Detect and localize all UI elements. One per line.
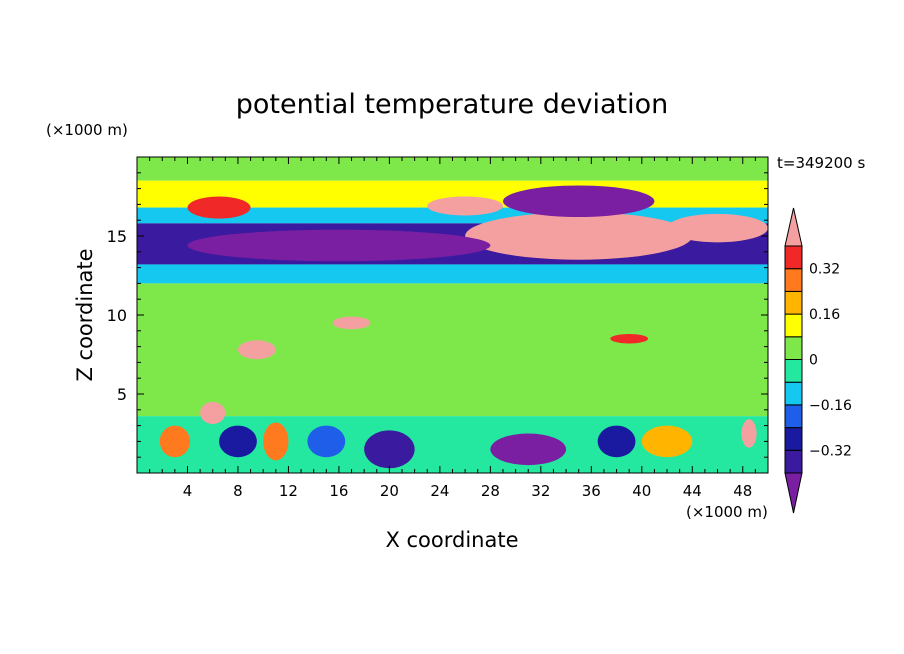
colorbar-tick-label: 0	[809, 353, 818, 369]
field-feature-15	[263, 422, 289, 461]
y-axis: 5 10 15	[107, 172, 768, 458]
y-axis-label: Z coordinate	[73, 248, 97, 381]
x-tick-label: 8	[233, 482, 243, 500]
field-feature-17	[641, 425, 693, 458]
field-feature-9	[200, 401, 226, 425]
colorbar-tick-label: −0.32	[809, 443, 852, 459]
x-tick-label: 16	[329, 482, 348, 500]
field-feature-7	[237, 340, 276, 360]
chart-title: potential temperature deviation	[236, 89, 668, 120]
colorbar-segment	[784, 404, 803, 429]
colorbar-tick-label: 0.32	[809, 262, 840, 278]
x-tick-label: 12	[279, 482, 298, 500]
plot-area	[137, 157, 768, 473]
y-tick-label: 15	[107, 227, 127, 246]
x-unit-label: (×1000 m)	[686, 503, 768, 521]
field-feature-16	[159, 425, 191, 458]
field-feature-12	[364, 430, 415, 469]
field-feature-2	[502, 185, 655, 218]
colorbar-segment	[784, 313, 803, 338]
x-axis-label: X coordinate	[385, 528, 518, 552]
colorbar-tick-label: −0.16	[809, 398, 852, 414]
colorbar-segment	[784, 268, 803, 292]
field-feature-4	[187, 196, 251, 219]
colorbar-segment	[784, 290, 803, 315]
y-unit-label: (×1000 m)	[46, 121, 128, 139]
field-feature-3	[187, 229, 491, 262]
field-feature-6	[332, 316, 371, 330]
x-tick-label: 48	[733, 482, 752, 500]
colorbar-segment	[784, 427, 803, 451]
colorbar-segment	[784, 245, 803, 270]
field-feature-14	[597, 425, 636, 458]
x-tick-label: 32	[531, 482, 550, 500]
x-tick-label: 4	[183, 482, 193, 500]
colorbar-tick-label: 0.16	[809, 307, 840, 323]
x-tick-label: 28	[481, 482, 500, 500]
y-tick-label: 10	[107, 306, 127, 325]
field-band-5	[137, 283, 768, 417]
colorbar: 0.32 0.16 0 −0.16 −0.32	[784, 207, 852, 514]
colorbar-extend-top	[784, 207, 803, 247]
x-tick-label: 36	[582, 482, 601, 500]
colorbar-segment	[784, 381, 803, 406]
x-tick-label: 44	[683, 482, 702, 500]
field-feature-5	[427, 196, 503, 216]
x-axis: 4 8 12 16 20 24 28 32 36 40 44 48	[149, 157, 756, 500]
field-feature-18	[307, 425, 346, 458]
colorbar-segment	[784, 449, 803, 474]
field-band-0	[137, 157, 768, 181]
field-feature-13	[219, 425, 257, 458]
x-tick-label: 24	[430, 482, 449, 500]
y-tick-label: 5	[117, 385, 127, 404]
time-label: t=349200 s	[777, 154, 865, 172]
x-tick-label: 40	[632, 482, 651, 500]
field-feature-1	[667, 213, 768, 243]
colorbar-segment	[784, 336, 803, 360]
colorbar-segment	[784, 359, 803, 383]
field-feature-10	[741, 419, 757, 448]
field-band-4	[137, 264, 768, 284]
colorbar-extend-bottom	[784, 472, 803, 514]
field-feature-0	[465, 212, 693, 260]
field-feature-11	[490, 433, 567, 466]
field-feature-8	[610, 333, 649, 344]
x-tick-label: 20	[380, 482, 399, 500]
